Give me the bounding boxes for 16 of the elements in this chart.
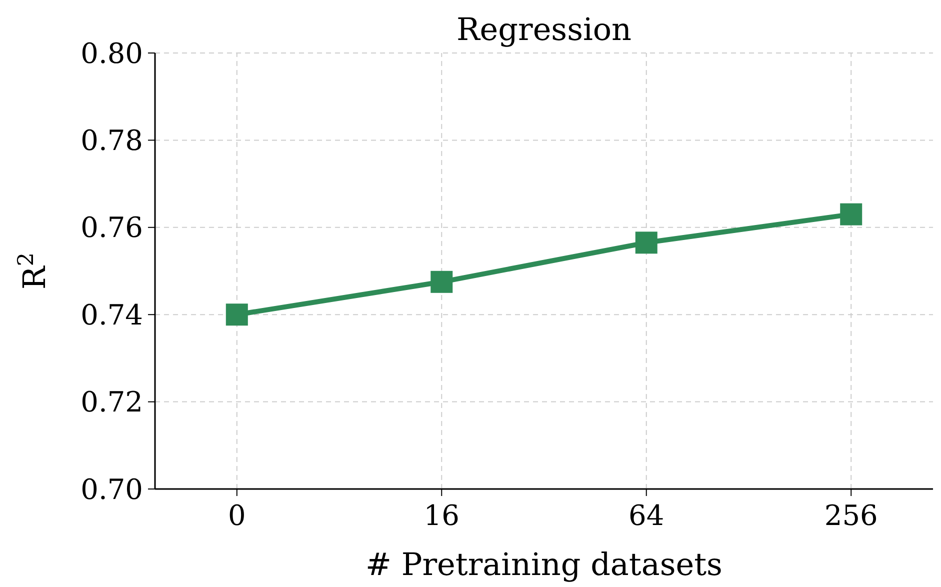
point [430,270,453,293]
x-tick-label: 64 [628,499,664,532]
x-axis-title: # Pretraining datasets [366,547,722,583]
point [635,232,658,254]
point [226,304,248,326]
chart-title: Regression [456,12,632,48]
x-tick-label: 0 [228,499,246,532]
y-tick-label: 0.70 [80,472,143,506]
y-tick-label: 0.72 [80,386,143,419]
y-tick-label: 0.76 [80,211,143,244]
x-tick-label: 256 [824,499,878,532]
point [840,203,862,226]
y-tick-label: 0.80 [80,36,143,70]
y-tick-label: 0.74 [80,298,143,332]
y-tick-label: 0.78 [80,124,143,157]
x-tick-label: 16 [424,499,460,532]
